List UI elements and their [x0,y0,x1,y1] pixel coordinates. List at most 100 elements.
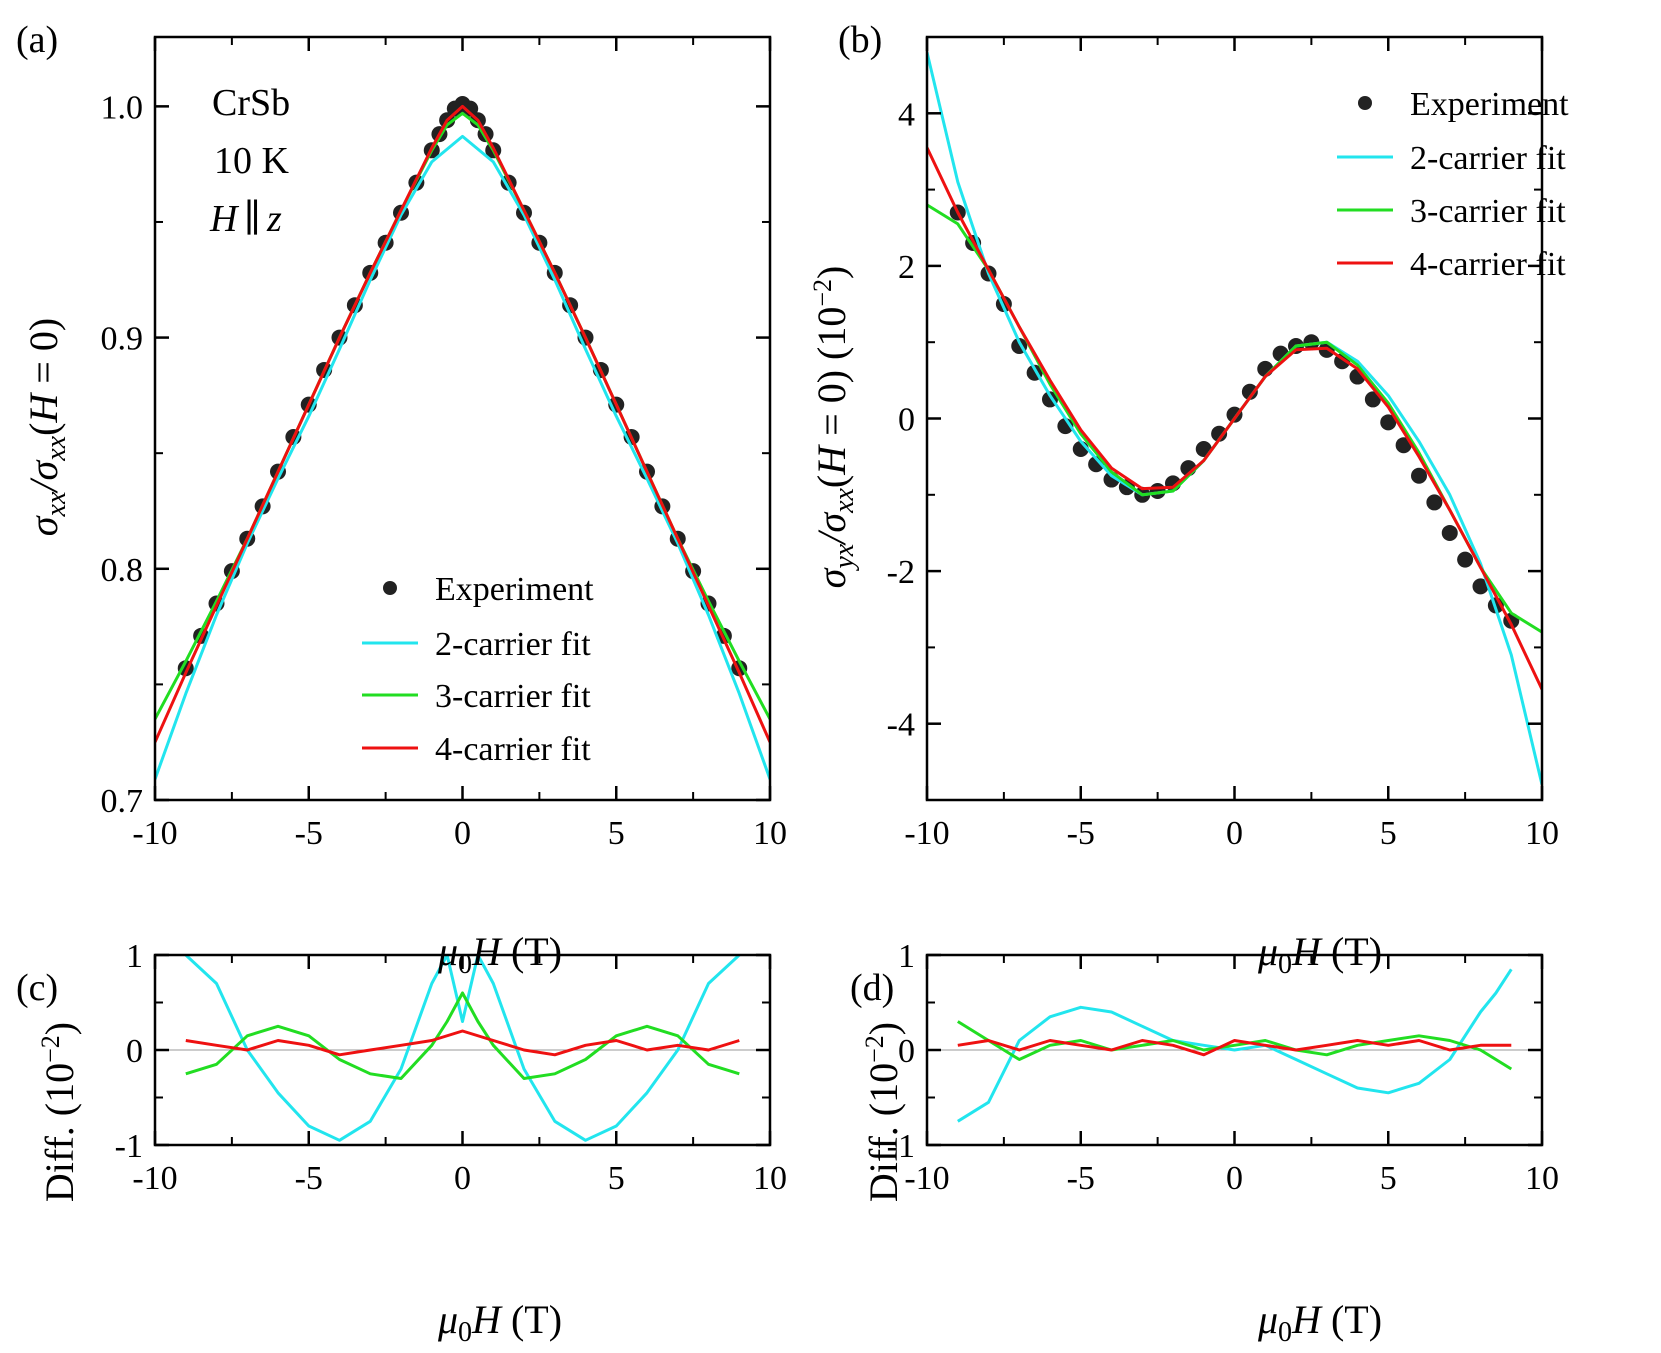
panel-b-experiment-point [1426,494,1443,511]
annotation-field: H ∥ z [209,198,282,240]
panel-label-a: (a) [16,19,58,61]
x-axis-label-c-unit: (T) [501,1297,562,1342]
x-axis-label-d: μ0H (T) [1257,1297,1382,1348]
panel-d-y-tick-label: 0 [898,1033,915,1070]
panel-c-x-tick-label: 0 [454,1160,471,1197]
panel-b-experiment-point [1395,437,1412,454]
y-axis-label-d: Diff. (10−2) [860,1022,906,1202]
x-axis-label-a-unit: (T) [501,929,562,974]
legend-a-experiment-label: Experiment [435,571,594,608]
panel-b-x-tick-label: -5 [1067,815,1095,852]
panel-b-experiment-point [1364,391,1381,408]
panel-a-2-carrier-fit-line [155,134,770,780]
x-axis-label-d-sub: 0 [1278,1317,1292,1348]
panel-b-y-tick-label: 4 [898,96,915,133]
panel-b-x-tick-label: 10 [1525,815,1559,852]
x-axis-label-c-sub: 0 [458,1317,472,1348]
legend-a-fit4-label: 4-carrier fit [435,731,591,768]
legend-a-fit2-label: 2-carrier fit [435,626,591,663]
y-axis-label-b-rest2: ( [809,475,854,488]
x-axis-label-c-H: H [471,1297,503,1342]
y-axis-label-c-sup: −2 [36,1035,65,1063]
x-axis-label-c-mu: μ [437,1297,458,1342]
panel-label-b: (b) [838,19,882,61]
panel-b-x-tick-label: 5 [1380,815,1397,852]
legend-b-experiment-label: Experiment [1410,86,1569,123]
panel-c-x-tick-label: 10 [753,1160,787,1197]
annotation-field-par: ∥ [243,198,261,240]
panel-a-x-tick-label: 5 [608,815,625,852]
panel-b-experiment-point [1088,456,1105,473]
y-axis-label-c: Diff. (10−2) [36,1022,82,1202]
panel-label-c: (c) [16,967,58,1009]
y-axis-label-b-sigma: σ [809,567,854,588]
panel-label-d: (d) [850,967,894,1009]
panel-a-4-carrier-fit-line [155,104,770,743]
panel-a-y-tick-label: 0.9 [101,321,144,358]
panel-a-y-tick-label: 1.0 [101,89,144,126]
y-axis-label-b-rest3: = 0) (10 [809,307,854,446]
y-axis-label-a-rest3: = 0) [21,318,66,394]
y-axis-label-b-sup: −2 [808,279,837,307]
panel-c-y-tick-label: 0 [126,1033,143,1070]
panel-a-x-tick-label: 10 [753,815,787,852]
y-axis-label-b: σyx/σxx(H = 0) (10−2) [808,266,860,589]
y-axis-label-a-sub2: xx [41,435,72,461]
x-axis-label-c: μ0H (T) [437,1297,562,1348]
panel-b-experiment-point [1380,414,1397,431]
legend-b-fit3-label: 3-carrier fit [1410,193,1566,230]
legend-b-fit2-label: 2-carrier fit [1410,140,1566,177]
panel-a-experiment-point [462,100,479,117]
x-axis-label-b-unit: (T) [1321,929,1382,974]
x-axis-label-b-mu: μ [1257,929,1278,974]
y-axis-label-b-sub2: xx [829,487,860,513]
panel-b-plot-area [927,51,1542,786]
panel-d-y-tick-label: 1 [898,938,915,975]
panel-a-y-tick-label: 0.7 [101,783,144,820]
panel-a-y-tick-label: 0.8 [101,552,144,589]
panel-d-x-tick-label: 5 [1380,1160,1397,1197]
annotation-field-H: H [209,198,240,240]
panel-c-y-tick-label: -1 [115,1128,143,1165]
panel-d-3-carrier-fit-line [957,1020,1513,1071]
panel-b-experiment-point [1411,467,1427,484]
legend-b-fit4-label: 4-carrier fit [1410,246,1566,283]
legend-b-experiment-marker [1358,96,1372,110]
y-axis-label-b-rest1: /σ [809,512,854,546]
y-axis-label-d-sup: −2 [860,1035,889,1063]
y-axis-label-a-rest2: ( [21,423,66,436]
legend-a-fit3-label: 3-carrier fit [435,678,591,715]
y-axis-label-a-sigma: σ [21,515,66,536]
panel-a-x-tick-label: -10 [132,815,177,852]
panel-d-y-tick-label: -1 [887,1128,915,1165]
x-axis-label-b-sub: 0 [1278,949,1292,980]
panel-a-x-tick-label: 0 [454,815,471,852]
y-axis-label-a-sub: xx [41,491,72,517]
panel-c-plot-area [155,955,770,1142]
y-axis-label-d-text: Diff. (10 [861,1063,906,1202]
panel-a-x-tick-label: -5 [295,815,323,852]
y-axis-label-c-end: ) [37,1022,82,1035]
panel-c-x-tick-label: -5 [295,1160,323,1197]
y-axis-label-b-sub: yx [829,543,860,571]
x-axis-label-a: μ0H (T) [437,929,562,980]
y-axis-label-b-H: H [809,444,854,476]
panel-b-experiment-point [1303,334,1320,351]
y-axis-label-a: σxx/σxx(H = 0) [21,318,72,536]
panel-b-x-tick-label: 0 [1226,815,1243,852]
x-axis-label-a-mu: μ [437,929,458,974]
panel-b-y-tick-label: 2 [898,249,915,286]
panel-c-chart: -10 -5 0 5 10-101 [115,938,787,1197]
panel-b-experiment-point [1472,578,1489,595]
panel-b-y-tick-label: -4 [887,707,915,744]
panel-c-x-tick-label: 5 [608,1160,625,1197]
panel-d-2-carrier-fit-line [957,968,1513,1123]
panel-c-3-carrier-fit-line [185,991,740,1080]
panel-a-chart: -10 -5 0 5 10 0.7 0.8 0.9 1.0 [101,35,787,852]
annotation-material: CrSb [212,82,290,124]
legend-a-experiment-marker [383,581,397,595]
panel-b-experiment-point [1241,383,1258,400]
panel-d-plot-area [927,968,1542,1123]
x-axis-label-b: μ0H (T) [1257,929,1382,980]
